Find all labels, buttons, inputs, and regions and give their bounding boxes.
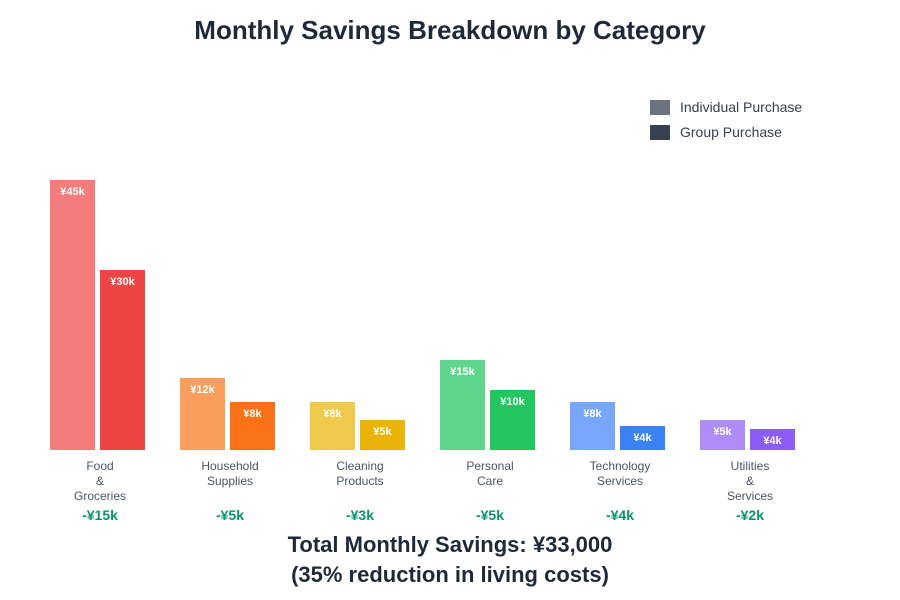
- bar-individual: [570, 402, 615, 450]
- category-label: Utilities: [731, 459, 770, 473]
- category-label: Products: [336, 474, 383, 488]
- category-label: Cleaning: [336, 459, 383, 473]
- savings-label: -¥2k: [736, 507, 764, 523]
- legend-label: Individual Purchase: [680, 99, 803, 115]
- bar-value-label: ¥15k: [450, 366, 475, 378]
- legend-swatch-group: [650, 124, 670, 140]
- bar-group: [490, 390, 535, 450]
- legend-swatch-individual: [650, 99, 670, 115]
- bar-group: [100, 270, 145, 450]
- total-savings: Total Monthly Savings: ¥33,000 (35% redu…: [0, 530, 900, 590]
- bar-value-label: ¥4k: [633, 432, 652, 444]
- category-label: &: [96, 474, 104, 488]
- bar-value-label: ¥8k: [323, 408, 342, 420]
- savings-label: -¥3k: [346, 507, 374, 523]
- legend-item-individual: Individual Purchase: [650, 99, 802, 115]
- bar-value-label: ¥10k: [500, 396, 525, 408]
- bar-value-label: ¥45k: [60, 186, 85, 198]
- bar-value-label: ¥5k: [713, 426, 732, 438]
- bar-value-label: ¥8k: [243, 408, 262, 420]
- category-label: Services: [727, 489, 773, 503]
- bar-individual: [700, 420, 745, 450]
- category-label: Services: [597, 474, 643, 488]
- legend-label: Group Purchase: [680, 124, 782, 140]
- savings-label: -¥5k: [476, 507, 504, 523]
- savings-label: -¥5k: [216, 507, 244, 523]
- bar-individual: [50, 180, 95, 450]
- bar-individual: [440, 360, 485, 450]
- category-label: Food: [86, 459, 113, 473]
- category-label: Household: [201, 459, 258, 473]
- bar-group: [230, 402, 275, 450]
- category-label: Care: [477, 474, 503, 488]
- bar-value-label: ¥4k: [763, 435, 782, 447]
- bar-value-label: ¥5k: [373, 426, 392, 438]
- legend-item-group: Group Purchase: [650, 124, 782, 140]
- bar-individual: [180, 378, 225, 450]
- bar-group: [360, 420, 405, 450]
- category-label: Technology: [590, 459, 651, 473]
- total-line-1: Total Monthly Savings: ¥33,000: [287, 532, 613, 557]
- total-line-2: (35% reduction in living costs): [291, 562, 609, 587]
- bar-group: [620, 426, 665, 450]
- bar-group: [750, 429, 795, 450]
- bar-value-label: ¥30k: [110, 276, 135, 288]
- category-label: Personal: [466, 459, 513, 473]
- category-label: Groceries: [74, 489, 126, 503]
- category-label: Supplies: [207, 474, 253, 488]
- bar-individual: [310, 402, 355, 450]
- chart-title: Monthly Savings Breakdown by Category: [194, 15, 706, 45]
- savings-label: -¥4k: [606, 507, 634, 523]
- savings-label: -¥15k: [82, 507, 118, 523]
- category-label: &: [746, 474, 754, 488]
- bar-value-label: ¥12k: [190, 384, 215, 396]
- bar-value-label: ¥8k: [583, 408, 602, 420]
